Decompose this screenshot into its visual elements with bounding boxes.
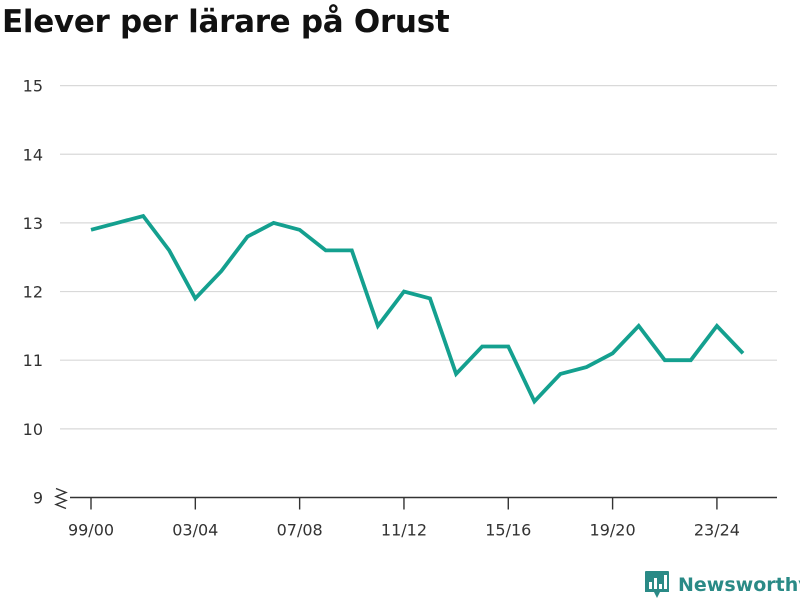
x-tick-label: 99/00 — [68, 521, 114, 540]
y-tick-label: 14 — [23, 145, 43, 164]
x-tick-label: 19/20 — [590, 521, 636, 540]
x-tick-label: 23/24 — [694, 521, 740, 540]
newsworthy-brand[interactable]: Newsworthy — [644, 569, 800, 601]
x-axis: 99/00 03/04 07/08 11/12 15/16 19/20 23/24 — [54, 487, 777, 540]
y-axis: 9 10 11 12 13 14 15 — [23, 77, 43, 508]
axis-break-icon — [54, 487, 68, 510]
series-line — [90, 213, 745, 405]
y-tick-label: 12 — [23, 283, 43, 302]
x-tick-label: 07/08 — [277, 521, 323, 540]
x-tick-label: 03/04 — [172, 521, 218, 540]
y-tick-label: 13 — [23, 214, 43, 233]
x-tick-label: 15/16 — [485, 521, 531, 540]
grid-lines — [60, 84, 777, 430]
series-group — [90, 213, 745, 405]
y-tick-label: 10 — [23, 420, 43, 439]
y-tick-label: 11 — [23, 351, 43, 370]
chart-title: Elever per lärare på Orust — [2, 4, 450, 40]
brand-name: Newsworthy — [678, 574, 800, 596]
bar-chart-speech-bubble-icon — [645, 571, 669, 598]
y-tick-label: 15 — [23, 77, 43, 96]
y-tick-label: 9 — [33, 489, 43, 508]
x-tick-label: 11/12 — [381, 521, 427, 540]
